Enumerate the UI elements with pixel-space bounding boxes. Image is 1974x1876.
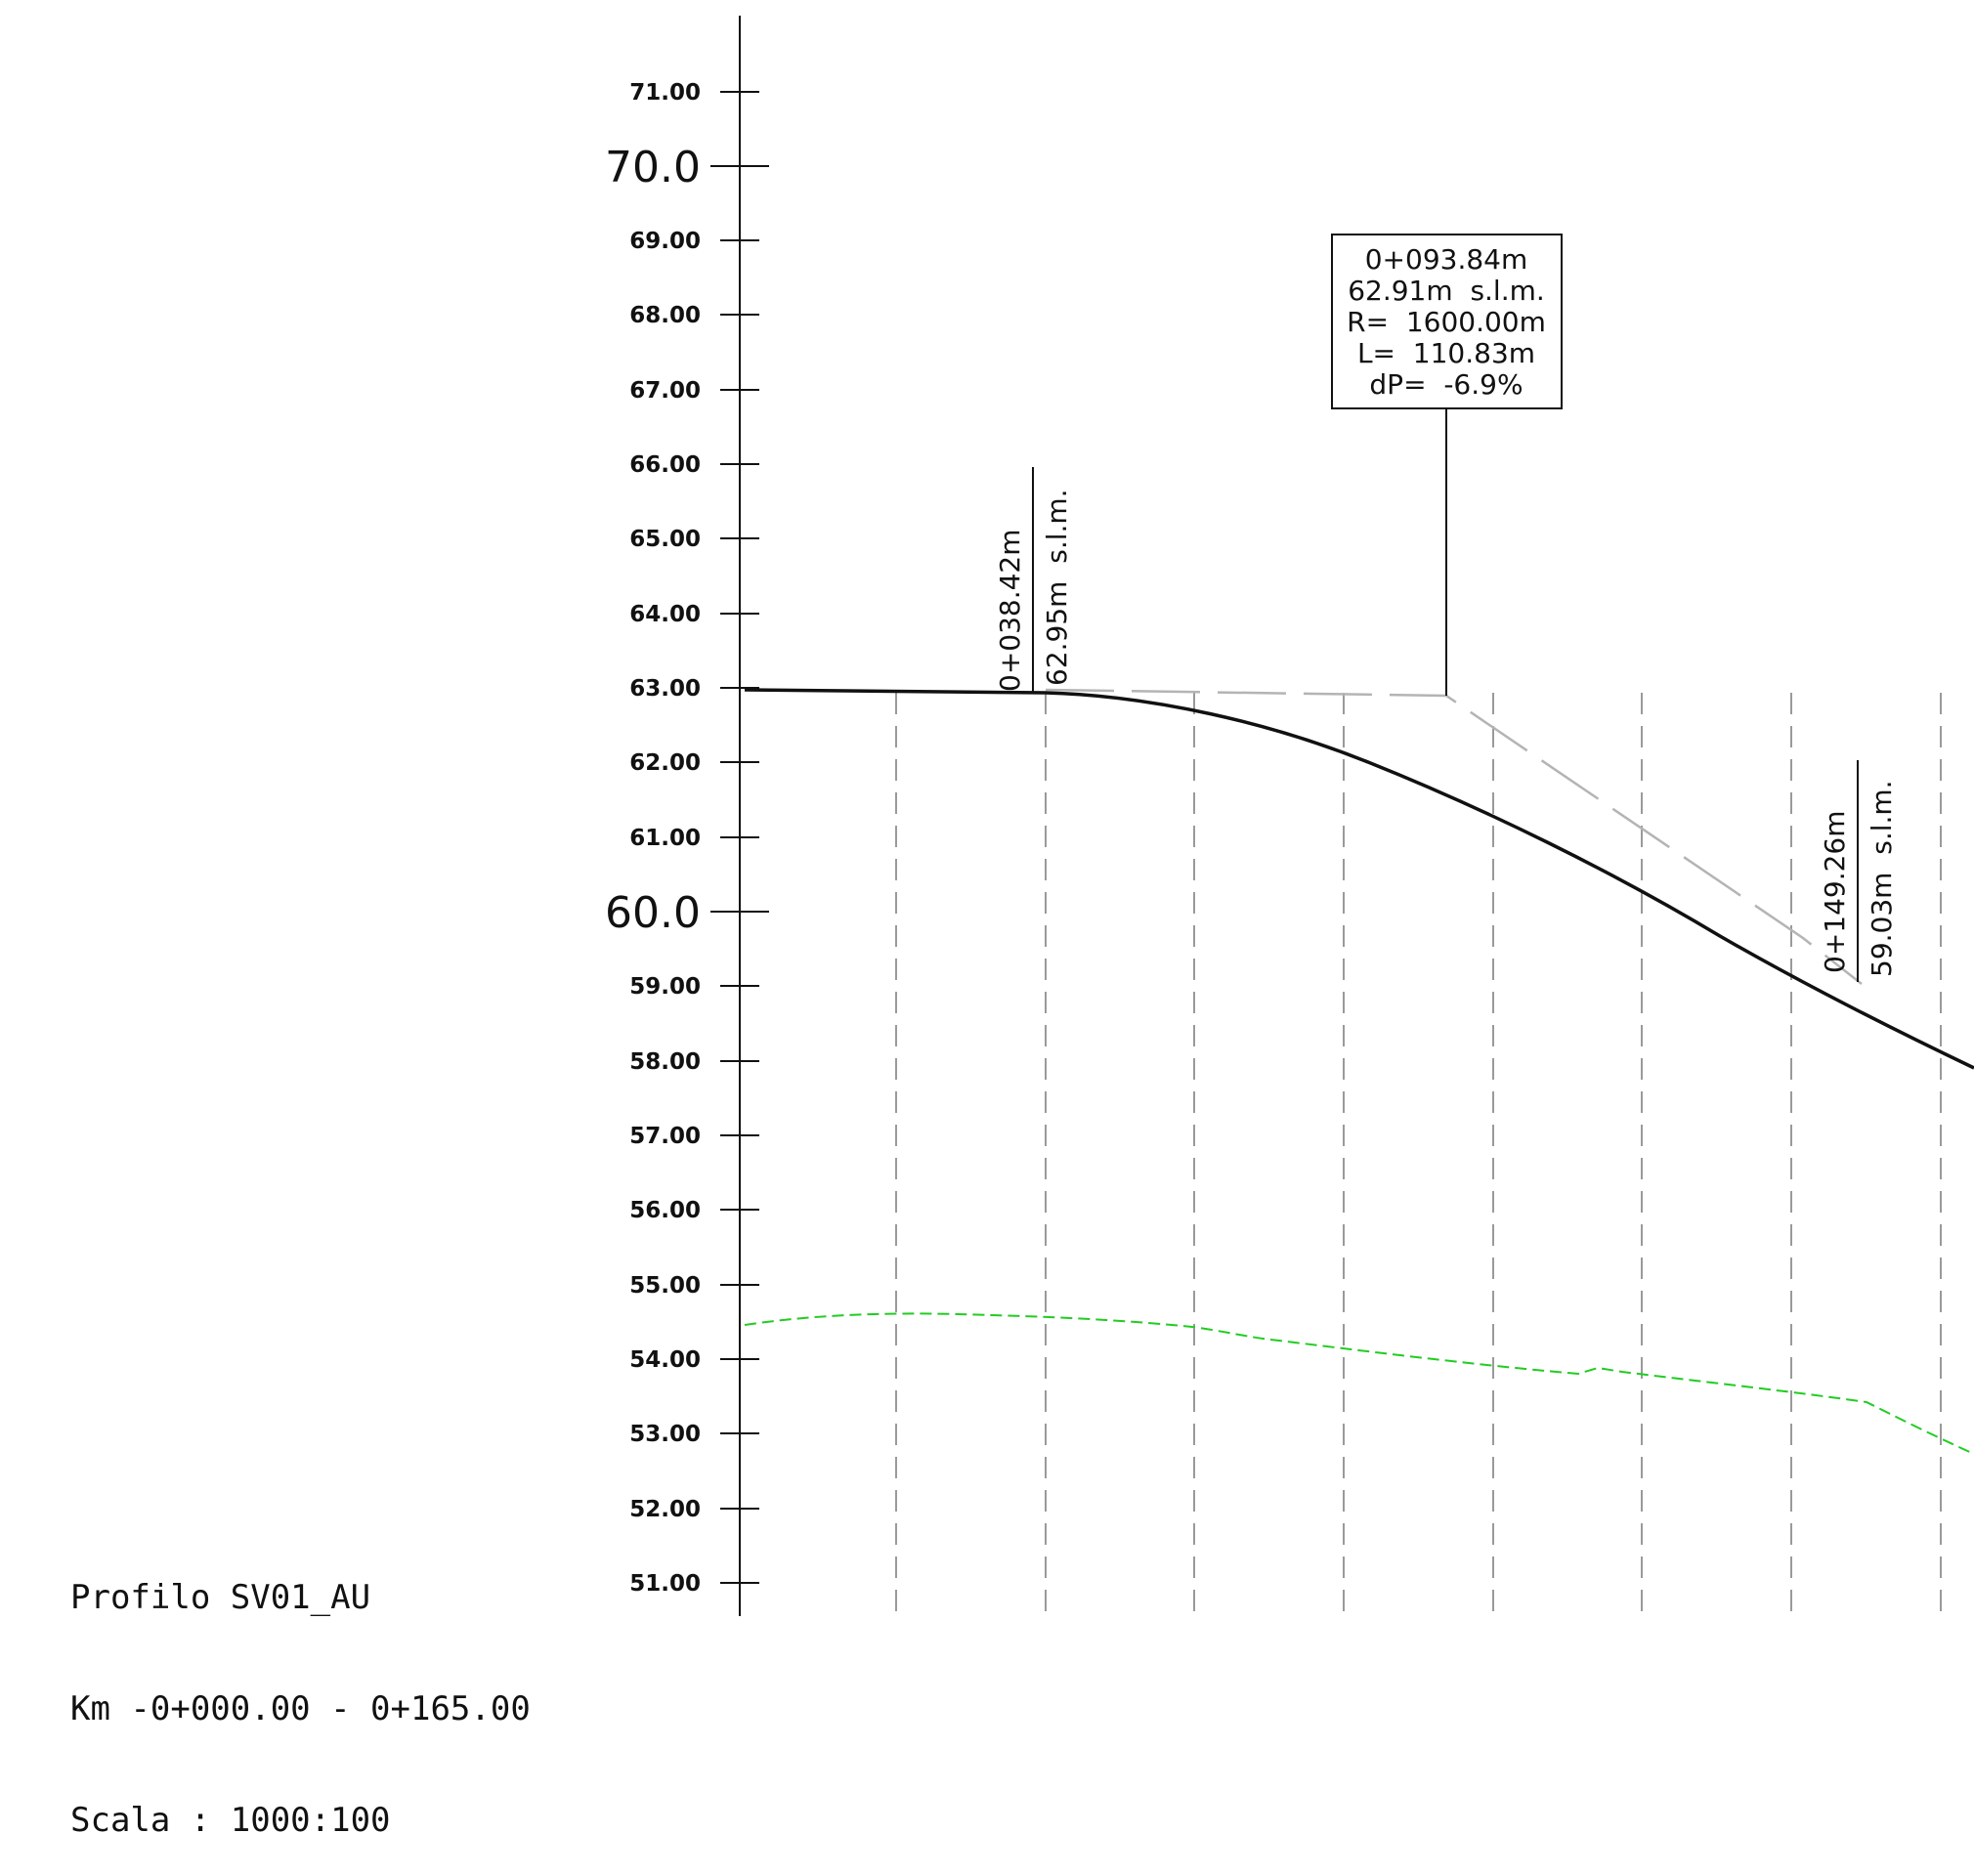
axis-tick-label: 57.00 (629, 1124, 701, 1149)
axis-tick-label: 65.00 (629, 527, 701, 552)
piv-length: L= 110.83m (1357, 337, 1535, 369)
terrain-line (744, 1312, 1974, 1455)
piv-radius: R= 1600.00m (1347, 306, 1546, 338)
piv-station: 0+093.84m (1365, 243, 1528, 276)
vertical-curve-annotation: 0+093.84m 62.91m s.l.m. R= 1600.00m L= 1… (1331, 234, 1563, 696)
title-block: Profilo SV01_AU Km -0+000.00 - 0+165.00 … (70, 1505, 531, 1876)
axis-tick-label: 69.00 (629, 229, 701, 254)
axis-tick-label: 71.00 (629, 80, 701, 106)
axis-tick-label: 59.00 (629, 974, 701, 1000)
axis-tick-label: 67.00 (629, 378, 701, 404)
axis-tick-label: 58.00 (629, 1049, 701, 1075)
axis-tick-label: 52.00 (629, 1497, 701, 1522)
tangent-point-elevation: 62.95m s.l.m. (1041, 489, 1073, 686)
tangent-point-elevation: 59.03m s.l.m. (1866, 780, 1898, 977)
profile-name: Profilo SV01_AU (70, 1578, 371, 1617)
axis-tick-label: 55.00 (629, 1273, 701, 1299)
axis-tick-label: 56.00 (629, 1198, 701, 1223)
chainage-range: Km -0+000.00 - 0+165.00 (70, 1689, 531, 1728)
profile-line (744, 688, 1974, 1070)
tangent-point-station: 0+149.26m (1819, 810, 1851, 973)
profile-drawing: 71.00 70.0 69.00 68.00 67.00 66.00 65.00… (605, 16, 1974, 1616)
axis-tick-label: 63.00 (629, 676, 701, 702)
station-gridlines (895, 693, 1942, 1616)
tangent-lines (1045, 688, 1863, 985)
tangent-point-station: 0+038.42m (994, 529, 1026, 692)
piv-elevation: 62.91m s.l.m. (1348, 275, 1545, 307)
piv-grade-change: dP= -6.9% (1369, 368, 1523, 401)
axis-tick-label: 53.00 (629, 1422, 701, 1447)
axis-tick-label-major: 70.0 (605, 143, 701, 192)
axis-ticks (710, 91, 769, 1584)
axis-tick-label-major: 60.0 (605, 888, 701, 938)
axis-tick-labels: 71.00 70.0 69.00 68.00 67.00 66.00 65.00… (605, 80, 701, 1597)
axis-tick-label: 54.00 (629, 1347, 701, 1373)
piv-label-box (1331, 234, 1563, 409)
tangent-point-end: 0+149.26m 59.03m s.l.m. (1819, 760, 1898, 982)
axis-tick-label: 51.00 (629, 1571, 701, 1597)
axis-tick-label: 61.00 (629, 826, 701, 851)
axis-tick-label: 68.00 (629, 303, 701, 328)
axis-tick-label: 64.00 (629, 602, 701, 627)
scale-label: Scala : 1000:100 (70, 1801, 391, 1840)
axis-tick-label: 66.00 (629, 452, 701, 478)
tangent-point-start: 0+038.42m 62.95m s.l.m. (994, 467, 1073, 693)
axis-tick-label: 62.00 (629, 750, 701, 776)
